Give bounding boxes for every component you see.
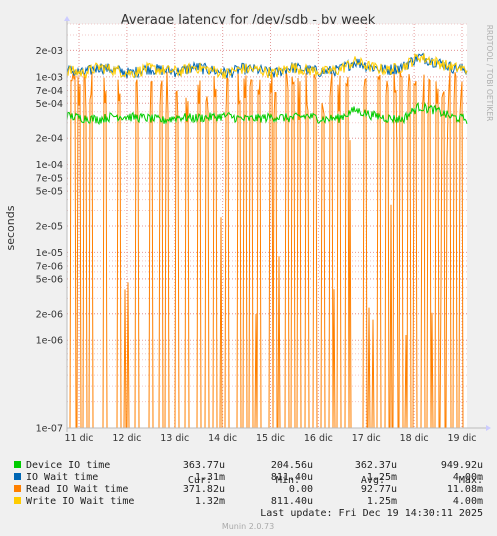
legend-cur-write-io: 1.32m [195,496,225,507]
series-io-wait [66,52,468,79]
y-tick-label: 1e-05 [36,248,63,259]
y-tick-label: 5e-06 [36,274,63,285]
y-tick-label: 5e-05 [36,187,63,198]
legend-avg-io-wait: 1.25m [367,472,397,483]
legend-swatch-read-io [14,485,21,492]
series-device-io-time [66,101,468,126]
x-tick-label: 13 dic [160,433,189,444]
legend-header-avg: Avg: [361,475,385,486]
legend-max-read-io: 11.08m [447,484,483,495]
legend-swatch-device-io [14,461,21,468]
y-tick-label: 2e-04 [36,134,63,145]
legend-header-min: Min: [276,475,300,486]
legend-name-read-io: Read IO Wait time [26,484,128,495]
legend-min-read-io: 0.00 [289,484,313,495]
y-tick-label: 2e-05 [36,222,63,233]
legend-cur-device-io: 363.77u [183,460,225,471]
legend-cur-read-io: 371.82u [183,484,225,495]
legend-avg-read-io: 92.77u [361,484,397,495]
legend-name-device-io: Device IO time [26,460,110,471]
legend: Cur: Min: Avg: Max: Device IO time 363.7… [14,460,483,519]
x-tick-label: 12 dic [112,433,141,444]
legend-max-device-io: 949.92u [441,460,483,471]
y-tick-label: 7e-04 [36,86,63,97]
x-tick-label: 11 dic [64,433,93,444]
y-tick-label: 1e-07 [36,424,63,435]
legend-min-write-io: 811.40u [271,496,313,507]
series-write-io-wait [66,52,468,79]
x-tick-label: 16 dic [304,433,333,444]
y-axis-label: seconds [4,205,17,250]
legend-swatch-write-io [14,497,21,504]
y-tick-label: 7e-05 [36,174,63,185]
legend-cur-io-wait: 1.31m [195,472,225,483]
y-tick-label: 7e-06 [36,262,63,273]
rrdtool-side-label: RRDTOOL / TOBI OETIKER [485,25,494,122]
legend-min-device-io: 204.56u [271,460,313,471]
last-update: Last update: Fri Dec 19 14:30:11 2025 [260,508,483,519]
y-axis-arrow [64,16,70,21]
legend-header-cur: Cur: [188,475,212,486]
y-tick-label: 2e-06 [36,309,63,320]
legend-header-max: Max: [459,475,483,486]
x-tick-label: 15 dic [256,433,285,444]
x-axis-arrow [486,425,491,431]
legend-swatch-io-wait [14,473,21,480]
y-tick-label: 1e-04 [36,160,63,171]
y-tick-labels: 2e-03 1e-03 7e-04 5e-04 2e-04 1e-04 7e-05 5e-05… [36,46,63,435]
y-tick-label: 1e-06 [36,336,63,347]
y-tick-label: 5e-04 [36,99,63,110]
legend-max-io-wait: 4.00m [453,472,483,483]
x-tick-labels: 11 dic 12 dic 13 dic 14 dic 15 dic 16 dic 17 d… [64,433,476,444]
axes [64,16,491,432]
y-tick-label: 1e-03 [36,72,63,83]
munin-footer: Munin 2.0.73 [222,522,274,531]
grid [67,23,467,429]
legend-max-write-io: 4.00m [453,496,483,507]
legend-name-write-io: Write IO Wait time [26,496,134,507]
x-tick-label: 17 dic [352,433,381,444]
y-tick-label: 2e-03 [36,46,63,57]
legend-name-io-wait: IO Wait time [26,472,98,483]
x-tick-label: 18 dic [400,433,429,444]
legend-avg-write-io: 1.25m [367,496,397,507]
x-tick-label: 14 dic [208,433,237,444]
legend-min-io-wait: 811.40u [271,472,313,483]
legend-avg-device-io: 362.37u [355,460,397,471]
x-tick-label: 19 dic [447,433,476,444]
